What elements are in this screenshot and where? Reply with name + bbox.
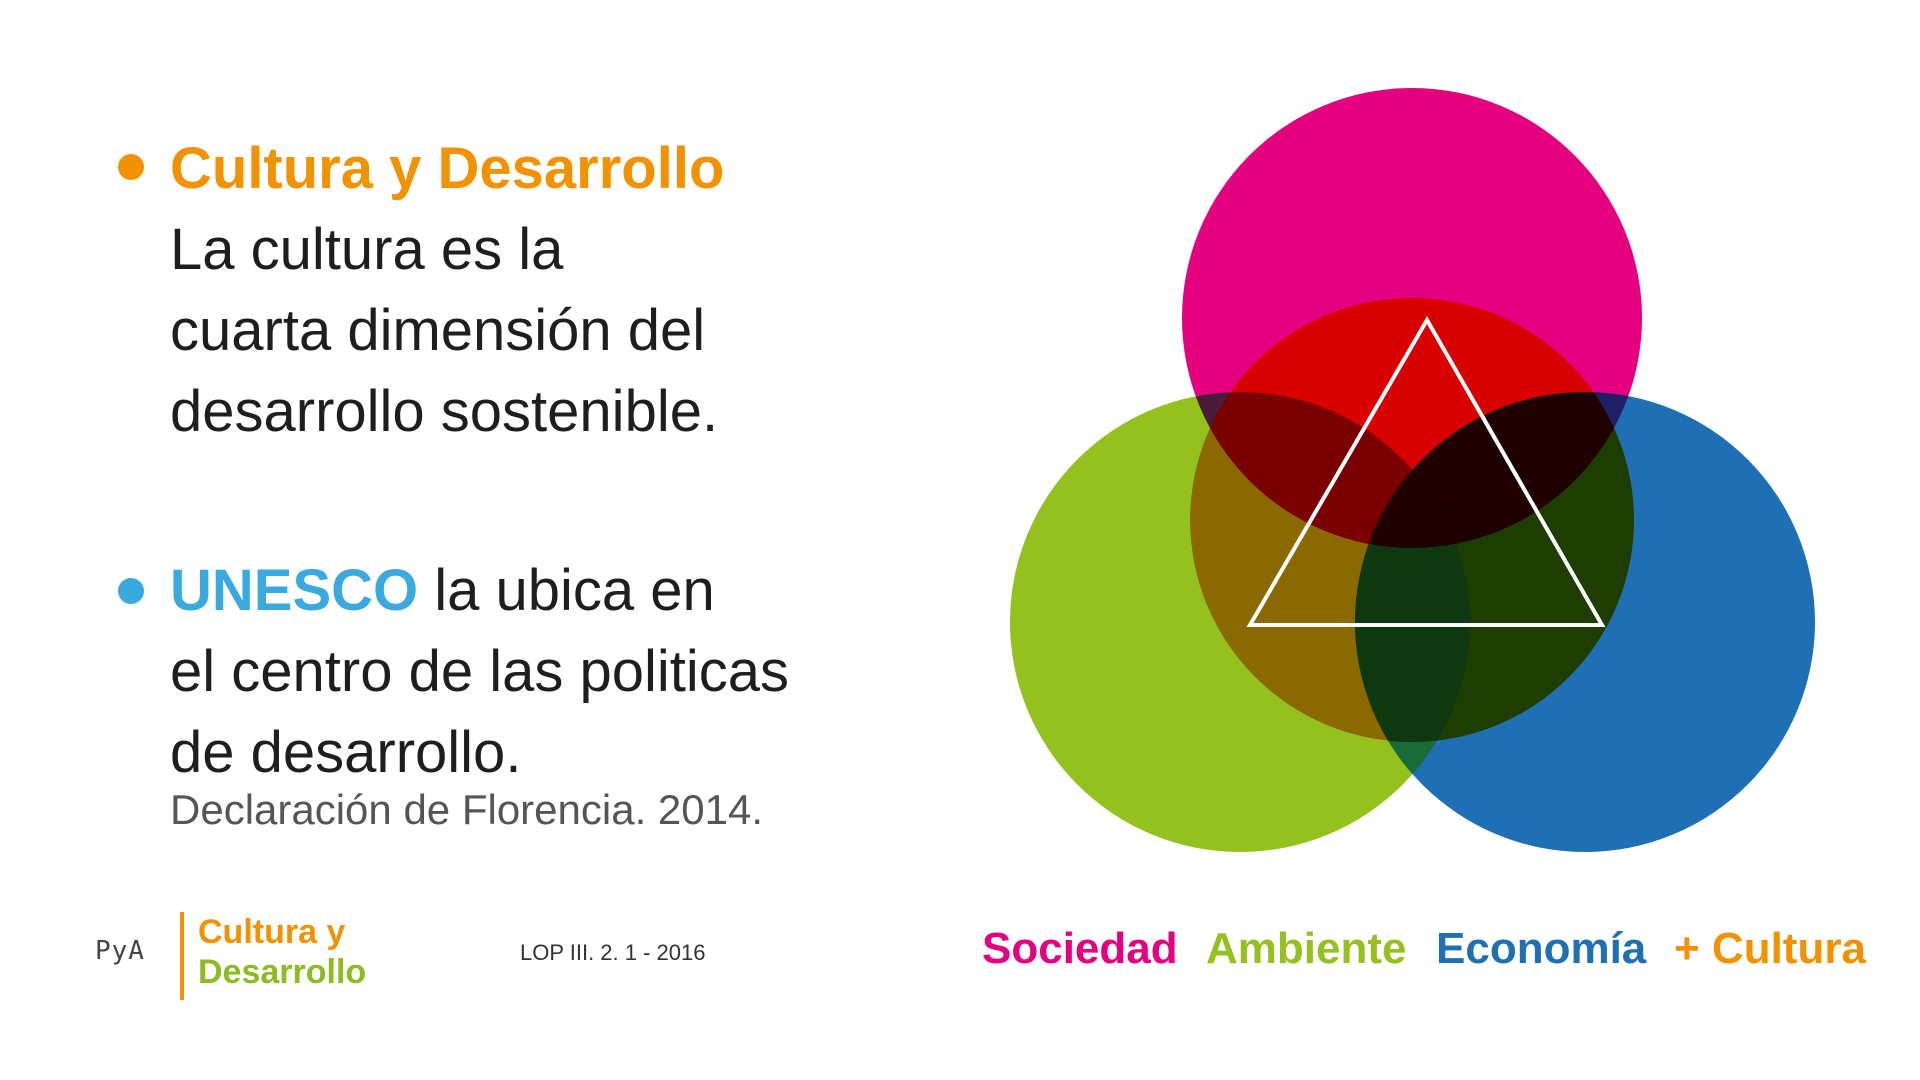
section1-line: cuarta dimensión del	[170, 298, 706, 363]
legend-ambiente: Ambiente	[1206, 924, 1407, 973]
section2-first-line-rest: la ubica en	[418, 558, 715, 623]
section1-line: desarrollo sostenible.	[170, 379, 719, 444]
citation: Declaración de Florencia. 2014.	[170, 786, 764, 833]
footer-logo-line1: Cultura y	[198, 913, 346, 951]
footer-logo-line2: Desarrollo	[198, 953, 367, 991]
section2-line: el centro de las politicas	[170, 639, 789, 704]
footer-reference: LOP III. 2. 1 - 2016	[520, 940, 706, 965]
footer-cultura-desarrollo-logo: Cultura y Desarrollo	[198, 912, 366, 992]
legend-sociedad: Sociedad	[982, 924, 1178, 973]
footer-divider	[180, 912, 184, 1000]
section-cultura-desarrollo: Cultura y Desarrollo La cultura es la cu…	[170, 128, 724, 452]
legend-economia: Economía	[1436, 924, 1647, 973]
triangle-icon	[1246, 315, 1606, 627]
section1-line: La cultura es la	[170, 217, 564, 282]
section2-line: de desarrollo.	[170, 720, 522, 785]
footer-pya-logo: PyA	[95, 936, 145, 966]
bullet-icon	[118, 578, 144, 604]
section2-first-line: UNESCO la ubica en	[170, 550, 789, 631]
bullet-icon	[118, 154, 144, 180]
section-unesco: UNESCO la ubica en el centro de las poli…	[170, 550, 789, 793]
section2-heading: UNESCO	[170, 558, 419, 623]
venn-diagram	[1010, 88, 1815, 852]
section1-heading: Cultura y Desarrollo	[170, 136, 725, 201]
legend-cultura: + Cultura	[1674, 924, 1866, 973]
